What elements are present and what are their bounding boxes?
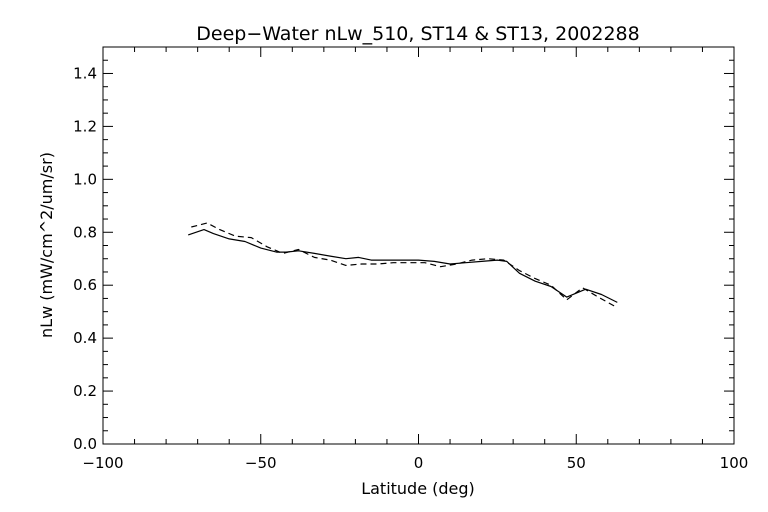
y-tick-label: 0.0 [73,435,97,453]
series-line-dashed [191,222,618,309]
x-tick-label: −100 [82,454,123,472]
series-line-solid [188,229,618,303]
y-tick-label: 0.2 [73,382,97,400]
y-axis-ticks: 0.0 0.2 0.4 0.6 0.8 1.0 1.2 1.4 [73,46,734,453]
x-tick-label: 0 [414,454,424,472]
x-axis-ticks: −100 −50 0 50 100 [82,47,748,472]
x-tick-label: 50 [567,454,586,472]
y-tick-label: 1.4 [73,64,97,82]
x-tick-label: −50 [245,454,277,472]
y-tick-label: 0.6 [73,276,97,294]
y-tick-label: 1.0 [73,170,97,188]
y-tick-label: 0.8 [73,223,97,241]
plot-frame [102,46,735,445]
chart-title: Deep−Water nLw_510, ST14 & ST13, 2002288 [196,23,640,45]
x-axis-label: Latitude (deg) [361,479,475,498]
series-group [188,222,618,309]
x-tick-label: 100 [720,454,749,472]
y-tick-label: 1.2 [73,117,97,135]
y-axis-label: nLw (mW/cm^2/um/sr) [37,152,56,338]
y-tick-label: 0.4 [73,329,97,347]
